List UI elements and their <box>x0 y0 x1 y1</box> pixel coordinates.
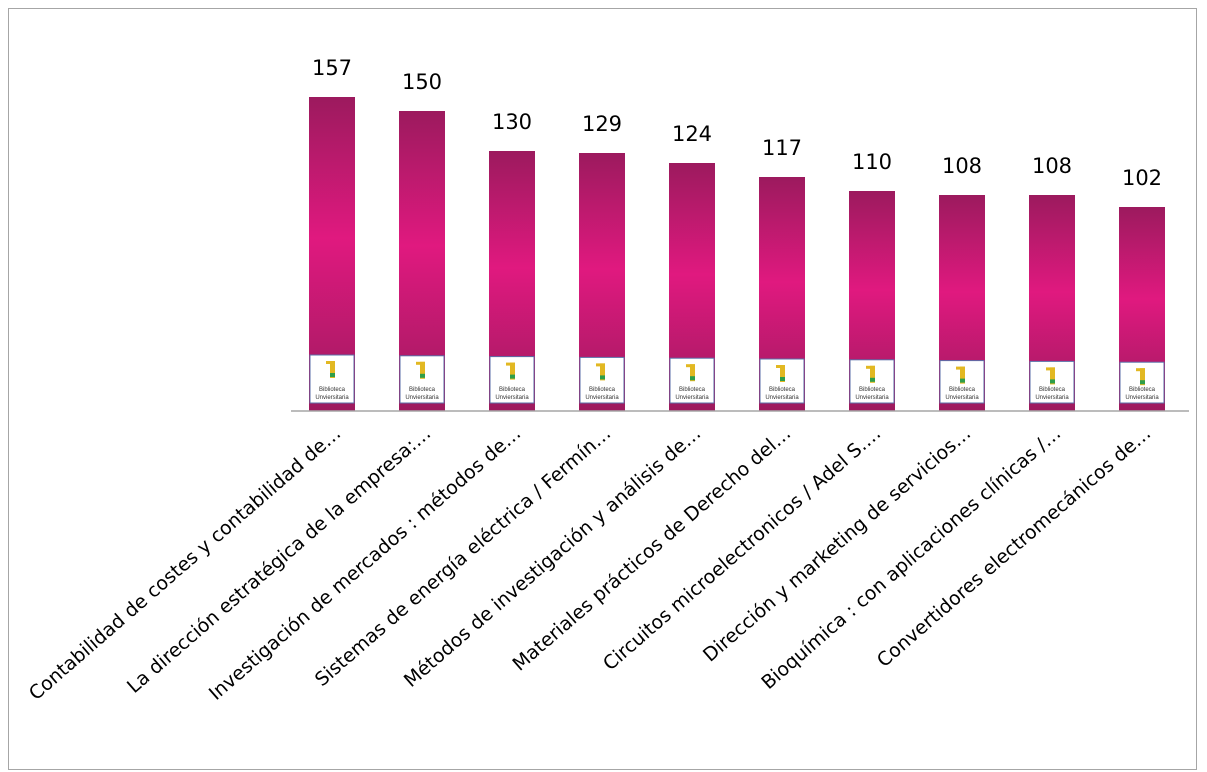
bars: Biblioteca Unviersitaria Biblioteca Unviers… <box>309 97 1165 411</box>
category-labels: Contabilidad de costes y contabilidad de… <box>25 422 1155 705</box>
chart-area: Biblioteca Unviersitaria Biblioteca Unviers… <box>8 8 1197 770</box>
logo-text-line1: Biblioteca <box>769 387 796 393</box>
data-label: 102 <box>1122 166 1162 190</box>
data-label: 117 <box>762 136 802 160</box>
logo-text-line1: Biblioteca <box>679 387 706 393</box>
data-label: 129 <box>582 112 622 136</box>
logo-text-line2: Unviersitaria <box>315 395 349 401</box>
logo-text-line1: Biblioteca <box>319 387 346 393</box>
data-label: 150 <box>402 70 442 94</box>
value-labels: 157 150 130 129 124 117 110 108 108 102 <box>312 56 1162 190</box>
library-logo: Biblioteca Unviersitaria <box>399 355 445 404</box>
library-logo: Biblioteca Unviersitaria <box>579 356 625 404</box>
logo-text-line2: Unviersitaria <box>1125 395 1159 401</box>
data-label: 110 <box>852 150 892 174</box>
library-logo: Biblioteca Unviersitaria <box>1119 361 1165 404</box>
logo-text-line1: Biblioteca <box>1129 387 1156 393</box>
logo-text-line2: Unviersitaria <box>1035 395 1069 401</box>
library-logo: Biblioteca Unviersitaria <box>309 354 355 404</box>
bar-chart: Biblioteca Unviersitaria Biblioteca Unviers… <box>25 56 1189 705</box>
logo-text-line2: Unviersitaria <box>585 395 619 401</box>
library-logo: Biblioteca Unviersitaria <box>759 358 805 404</box>
tick-label: Contabilidad de costes y contabilidad de… <box>25 422 345 705</box>
library-logo: Biblioteca Unviersitaria <box>939 360 985 404</box>
library-logo: Biblioteca Unviersitaria <box>669 357 715 404</box>
data-label: 130 <box>492 110 532 134</box>
data-label: 124 <box>672 122 712 146</box>
logo-text-line2: Unviersitaria <box>855 395 889 401</box>
logo-text-line1: Biblioteca <box>1039 387 1066 393</box>
logo-text-line2: Unviersitaria <box>675 395 709 401</box>
tick-label: La dirección estratégica de la empresa:… <box>123 422 435 698</box>
logo-text-line2: Unviersitaria <box>405 395 439 401</box>
logo-text-line2: Unviersitaria <box>495 395 529 401</box>
logo-text-line2: Unviersitaria <box>945 395 979 401</box>
logo-text-line1: Biblioteca <box>859 387 886 393</box>
logo-text-line1: Biblioteca <box>409 387 436 393</box>
logo-text-line1: Biblioteca <box>949 387 976 393</box>
library-logo: Biblioteca Unviersitaria <box>489 356 535 404</box>
logo-text-line1: Biblioteca <box>499 387 526 393</box>
logo-text-line2: Unviersitaria <box>765 395 799 401</box>
data-label: 157 <box>312 56 352 80</box>
tick-label: Investigación de mercados : métodos de… <box>205 422 525 705</box>
library-logo: Biblioteca Unviersitaria <box>1029 360 1075 404</box>
library-logo: Biblioteca Unviersitaria <box>849 359 895 404</box>
logo-text-line1: Biblioteca <box>589 387 616 393</box>
data-label: 108 <box>942 154 982 178</box>
data-label: 108 <box>1032 154 1072 178</box>
